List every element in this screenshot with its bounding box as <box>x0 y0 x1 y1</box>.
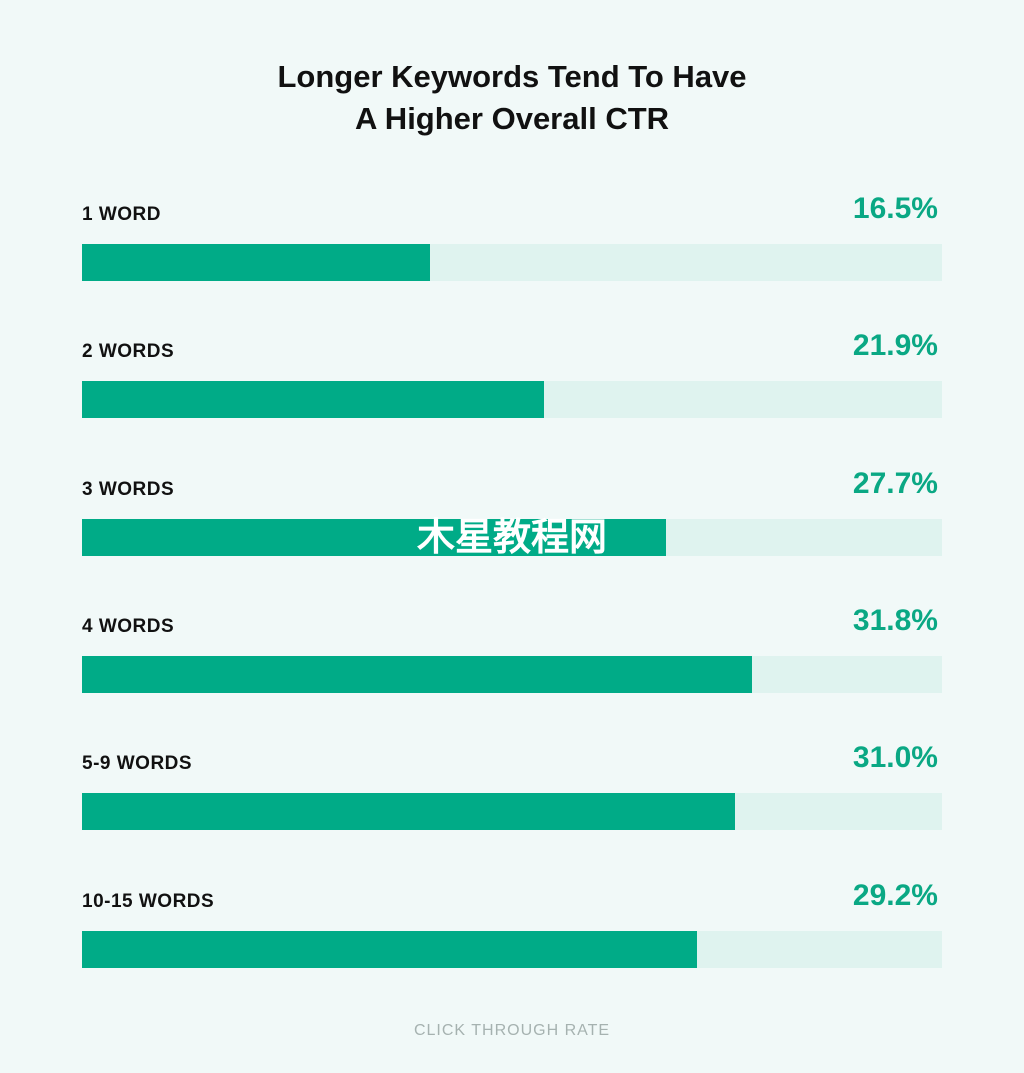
bar-value-label: 27.7% <box>852 467 938 500</box>
bar <box>82 244 430 281</box>
bar-row: 1 WORD 16.5% <box>82 192 942 282</box>
bar <box>82 793 735 830</box>
bar-value-label: 16.5% <box>852 192 938 225</box>
x-axis-label: CLICK THROUGH RATE <box>413 1022 611 1039</box>
bar-value-label: 29.2% <box>852 879 938 912</box>
bar-row: 2 WORDS 21.9% <box>82 329 942 419</box>
bar-row: 3 WORDS 27.7% <box>82 467 942 557</box>
bar-value-label: 31.0% <box>852 741 938 774</box>
bar <box>82 656 752 693</box>
bar-track <box>82 519 942 556</box>
chart-title-line-1: Longer Keywords Tend To Have <box>277 59 747 94</box>
bar-row: 10-15 WORDS 29.2% <box>82 879 942 969</box>
bar-category-label: 4 WORDS <box>82 616 175 637</box>
bar <box>82 381 544 418</box>
chart-title: Longer Keywords Tend To Have A Higher Ov… <box>0 56 1024 140</box>
bar <box>82 519 666 556</box>
bar-category-label: 1 WORD <box>82 204 161 225</box>
bar-track <box>82 244 942 281</box>
bar-value-label: 21.9% <box>852 329 938 362</box>
bar-row: 5-9 WORDS 31.0% <box>82 741 942 831</box>
bar-category-label: 10-15 WORDS <box>82 891 215 912</box>
bar-category-label: 2 WORDS <box>82 341 175 362</box>
bar-track <box>82 656 942 693</box>
bar-track <box>82 793 942 830</box>
bar-track <box>82 381 942 418</box>
bar-value-label: 31.8% <box>852 604 938 637</box>
bar <box>82 931 697 968</box>
bar-row: 4 WORDS 31.8% <box>82 604 942 694</box>
bar-track <box>82 931 942 968</box>
bar-category-label: 3 WORDS <box>82 479 175 500</box>
bar-category-label: 5-9 WORDS <box>82 753 193 774</box>
chart-title-line-2: A Higher Overall CTR <box>354 101 670 136</box>
